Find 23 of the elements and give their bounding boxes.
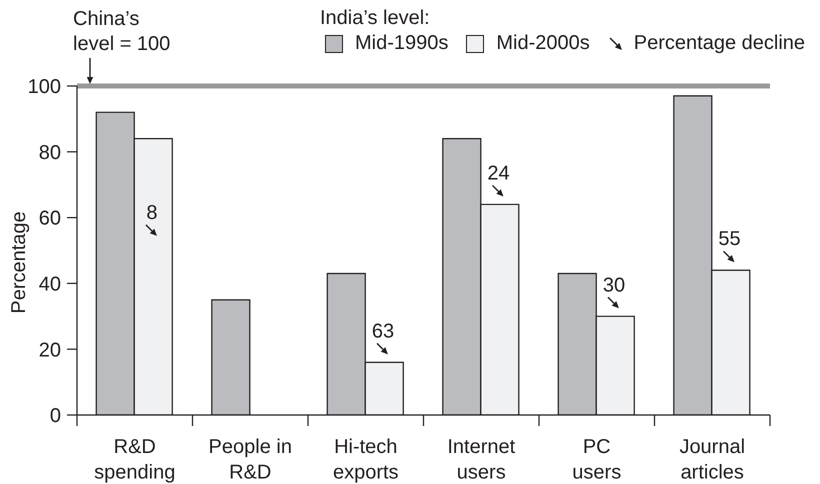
annotation: 8 bbox=[146, 202, 158, 224]
x-tick-label: R&D spending bbox=[94, 436, 176, 484]
text: Percentage decline bbox=[634, 31, 806, 56]
x-tick-label: PC users bbox=[572, 436, 622, 484]
annotation: 55 bbox=[718, 228, 741, 250]
x-tick-label: Hi-tech exports bbox=[332, 436, 399, 484]
x-tick-label: People in R&D bbox=[208, 436, 292, 484]
y-tick-label: 80 bbox=[38, 142, 61, 164]
y-tick-label: 20 bbox=[38, 339, 61, 362]
annotation: 30 bbox=[602, 274, 626, 296]
x-tick-label: Internet users bbox=[447, 436, 516, 484]
x-tick-label: Journal articles bbox=[679, 436, 746, 484]
annotation: 24 bbox=[487, 162, 510, 184]
legend-title: India’s level: bbox=[320, 6, 431, 31]
y-axis-title: Percentage bbox=[8, 211, 30, 314]
y-tick-label: 100 bbox=[28, 76, 61, 98]
y-tick-label: 60 bbox=[38, 208, 61, 230]
ref-line-label: China’s level = 100 bbox=[73, 8, 170, 55]
legend-label: Mid-1990s bbox=[355, 31, 448, 56]
y-tick-label: 0 bbox=[50, 405, 61, 428]
legend-label: Mid-2000s bbox=[496, 31, 590, 56]
annotation: 63 bbox=[372, 320, 394, 342]
y-tick-label: 40 bbox=[38, 274, 61, 296]
